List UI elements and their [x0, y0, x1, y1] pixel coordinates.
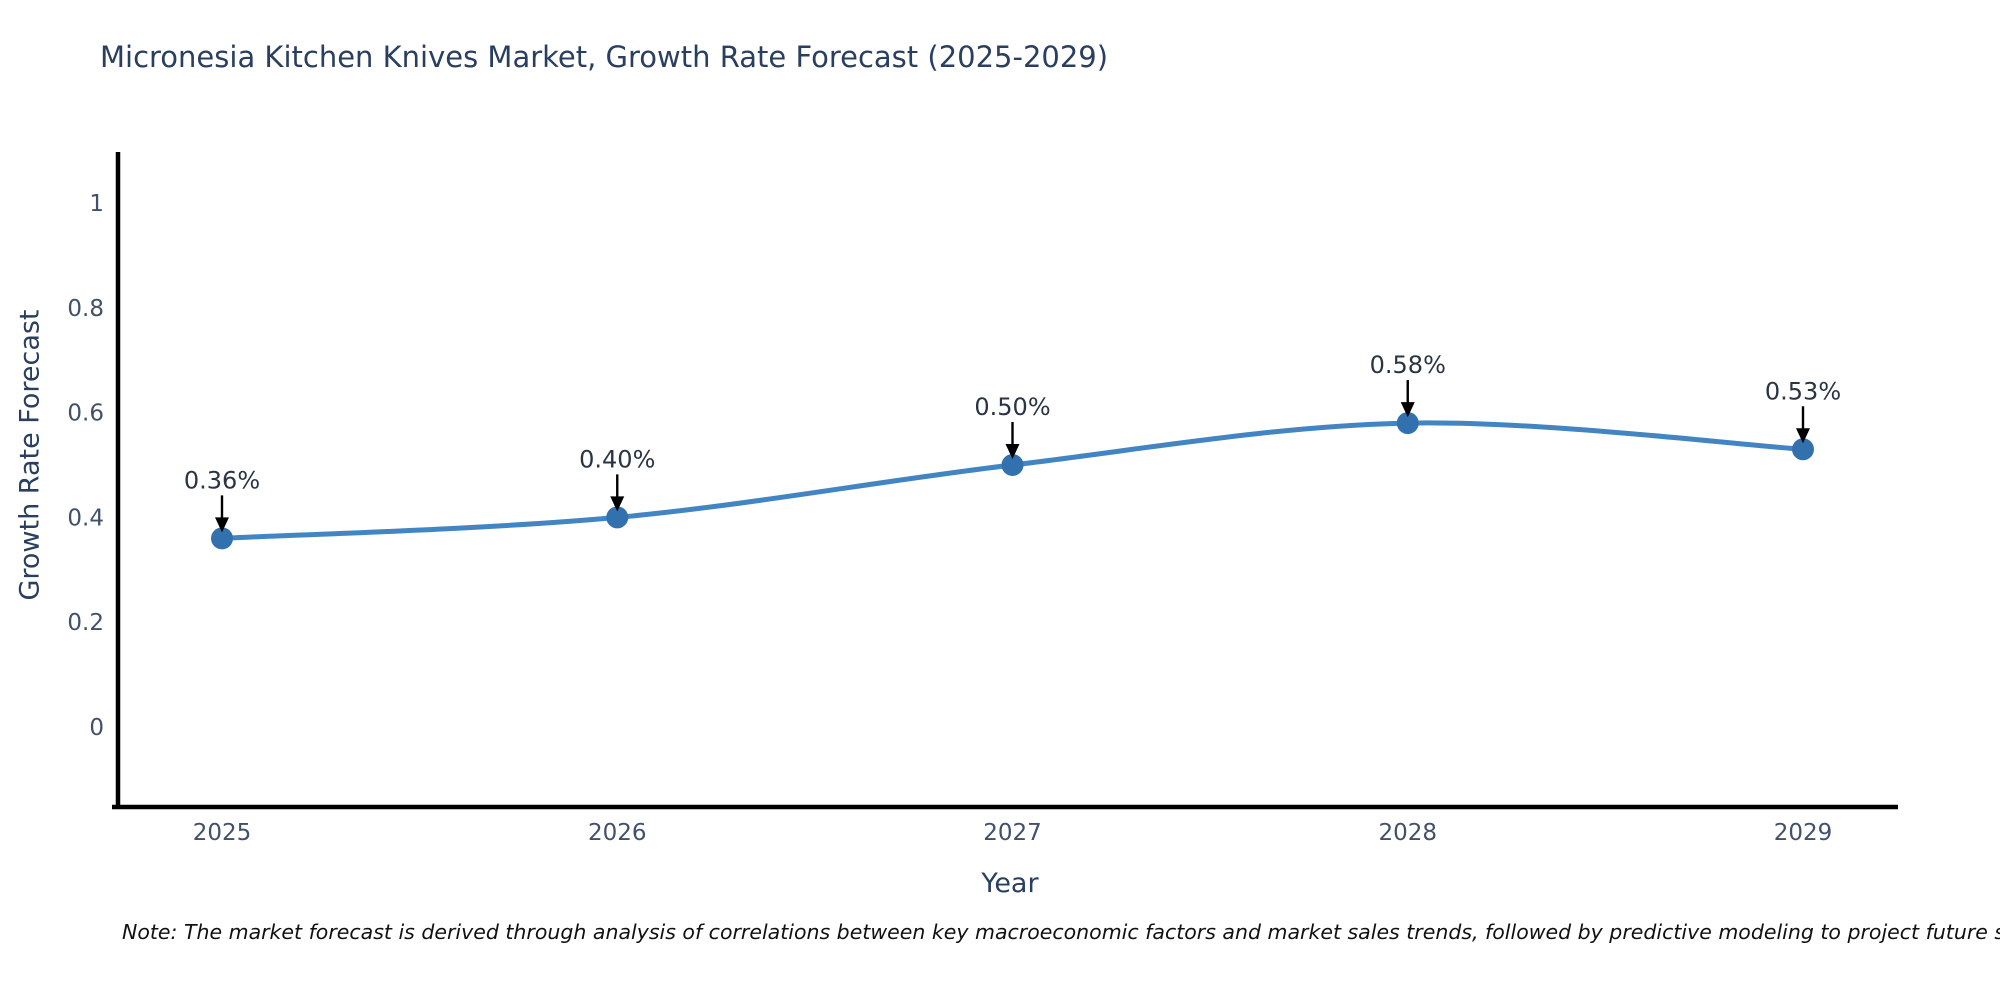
- y-tick-label: 0: [89, 715, 104, 741]
- y-tick-label: 0.2: [67, 610, 104, 636]
- data-point-marker: [211, 527, 233, 550]
- annotation-arrowhead: [610, 496, 625, 512]
- data-point-marker: [1792, 438, 1814, 461]
- data-point-marker: [1396, 412, 1419, 435]
- x-tick-label: 2027: [983, 820, 1042, 846]
- y-tick-label: 0.4: [67, 505, 104, 531]
- x-tick-label: 2026: [588, 820, 647, 846]
- annotation-label: 0.40%: [579, 445, 655, 473]
- chart-title: Micronesia Kitchen Knives Market, Growth…: [100, 40, 1109, 74]
- annotation-arrowhead: [1796, 428, 1810, 444]
- annotation-label: 0.53%: [1765, 377, 1841, 405]
- footnote: Note: The market forecast is derived thr…: [122, 920, 2000, 944]
- x-tick-label: 2028: [1378, 820, 1437, 846]
- annotation-label: 0.50%: [974, 393, 1050, 421]
- annotation-arrowhead: [1400, 402, 1415, 418]
- annotation-label: 0.58%: [1370, 351, 1446, 379]
- data-point-marker: [1001, 454, 1024, 476]
- annotation-arrowhead: [215, 517, 229, 533]
- x-tick-label: 2025: [193, 820, 252, 846]
- data-point-marker: [606, 506, 629, 529]
- y-tick-label: 0.6: [67, 401, 104, 427]
- annotation-label: 0.36%: [184, 466, 260, 494]
- x-axis-title: Year: [981, 868, 1039, 899]
- y-tick-label: 1: [89, 191, 104, 217]
- annotation-arrowhead: [1005, 444, 1020, 459]
- x-tick-label: 2029: [1774, 820, 1833, 846]
- y-tick-label: 0.8: [67, 296, 104, 322]
